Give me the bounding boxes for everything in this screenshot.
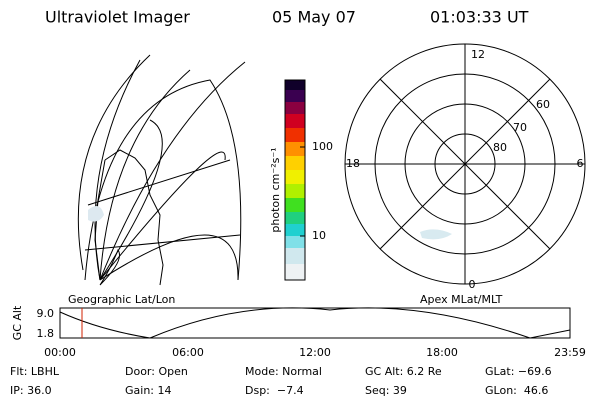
colorbar-tick: 10 bbox=[312, 229, 326, 242]
mlat-label: 80 bbox=[493, 141, 507, 154]
title: Ultraviolet Imager bbox=[45, 8, 190, 27]
date: 05 May 07 bbox=[272, 8, 356, 27]
colorbar-tick: 100 bbox=[312, 140, 333, 153]
mlt-label: 0 bbox=[469, 278, 476, 291]
timeline bbox=[59, 307, 571, 339]
status-field: Flt: LBHL bbox=[10, 365, 60, 378]
polar-label: Apex MLat/MLT bbox=[420, 293, 503, 306]
mlt-label: 18 bbox=[346, 157, 360, 170]
timeline-y-tick: 9.0 bbox=[37, 307, 55, 320]
time: 01:03:33 UT bbox=[430, 8, 529, 27]
timeline-x-tick: 06:00 bbox=[172, 346, 204, 359]
timeline-y-tick: 1.8 bbox=[37, 327, 55, 340]
colorbar bbox=[284, 79, 306, 281]
mlt-label: 6 bbox=[577, 157, 584, 170]
status-field: GLon: 46.6 bbox=[485, 384, 548, 397]
status-panel: Flt: LBHL Door: Open Mode: Normal GC Alt: 6… bbox=[10, 365, 552, 397]
mlat-label: 60 bbox=[536, 98, 550, 111]
status-field: Mode: Normal bbox=[245, 365, 322, 378]
map-label: Geographic Lat/Lon bbox=[68, 293, 175, 306]
status-field: Dsp: −7.4 bbox=[245, 384, 304, 397]
timeline-x-tick: 18:00 bbox=[426, 346, 458, 359]
status-field: Door: Open bbox=[125, 365, 188, 378]
mlat-label: 70 bbox=[513, 121, 527, 134]
mlt-label: 12 bbox=[471, 48, 485, 61]
status-field: Gain: 14 bbox=[125, 384, 172, 397]
timeline-x-tick: 12:00 bbox=[299, 346, 331, 359]
timeline-label: GC Alt bbox=[11, 305, 24, 340]
timeline-x-tick: 23:59 bbox=[554, 346, 586, 359]
colorbar-label: photon cm⁻²s⁻¹ bbox=[269, 147, 282, 232]
status-field: Seq: 39 bbox=[365, 384, 407, 397]
status-field: IP: 36.0 bbox=[10, 384, 52, 397]
status-field: GC Alt: 6.2 Re bbox=[365, 365, 442, 378]
timeline-x-tick: 00:00 bbox=[44, 346, 76, 359]
polar-plot bbox=[344, 43, 586, 285]
status-field: GLat: −69.6 bbox=[485, 365, 552, 378]
geographic-map bbox=[77, 54, 246, 286]
